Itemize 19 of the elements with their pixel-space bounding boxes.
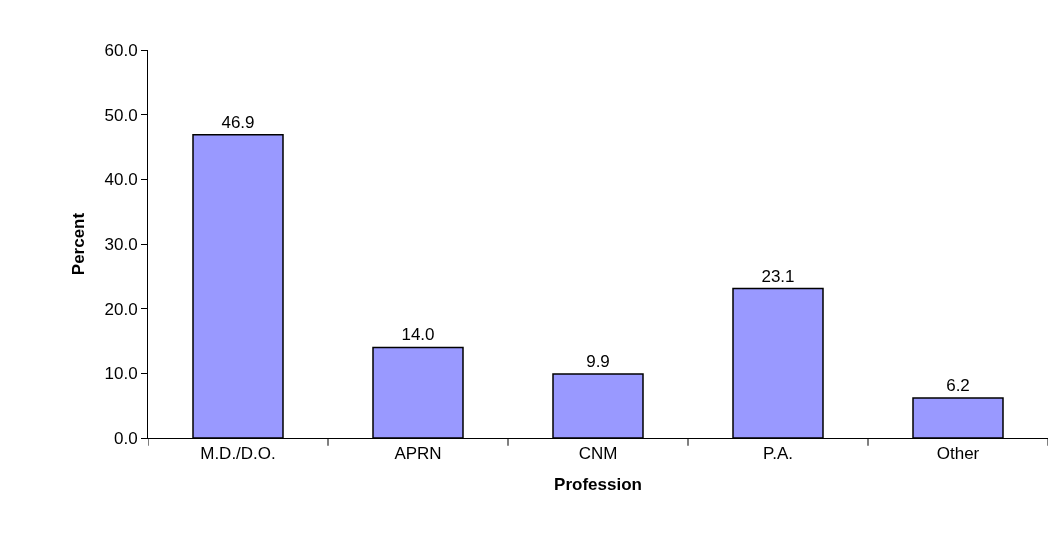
data-label: 14.0 xyxy=(401,325,435,345)
data-label: 46.9 xyxy=(221,112,255,132)
x-axis-title: Profession xyxy=(554,474,642,494)
data-label: 9.9 xyxy=(586,351,610,371)
y-tick-label: 40.0 xyxy=(104,170,138,190)
y-tick-label: 30.0 xyxy=(104,234,138,254)
y-tick-label: 0.0 xyxy=(113,428,138,448)
x-tick-label: CNM xyxy=(578,444,618,464)
data-label: 6.2 xyxy=(946,375,970,395)
x-tick-label: P.A. xyxy=(763,444,793,464)
y-tick-label: 60.0 xyxy=(104,40,138,60)
y-tick-label: 50.0 xyxy=(104,105,138,125)
y-tick-label: 10.0 xyxy=(104,364,138,384)
x-tick-label: APRN xyxy=(394,444,442,464)
x-tick-label: M.D./D.O. xyxy=(200,444,276,464)
y-axis-title: Percent xyxy=(69,212,89,276)
y-tick-label: 20.0 xyxy=(104,299,138,319)
data-label: 23.1 xyxy=(761,266,795,286)
x-tick-label: Other xyxy=(936,444,980,464)
